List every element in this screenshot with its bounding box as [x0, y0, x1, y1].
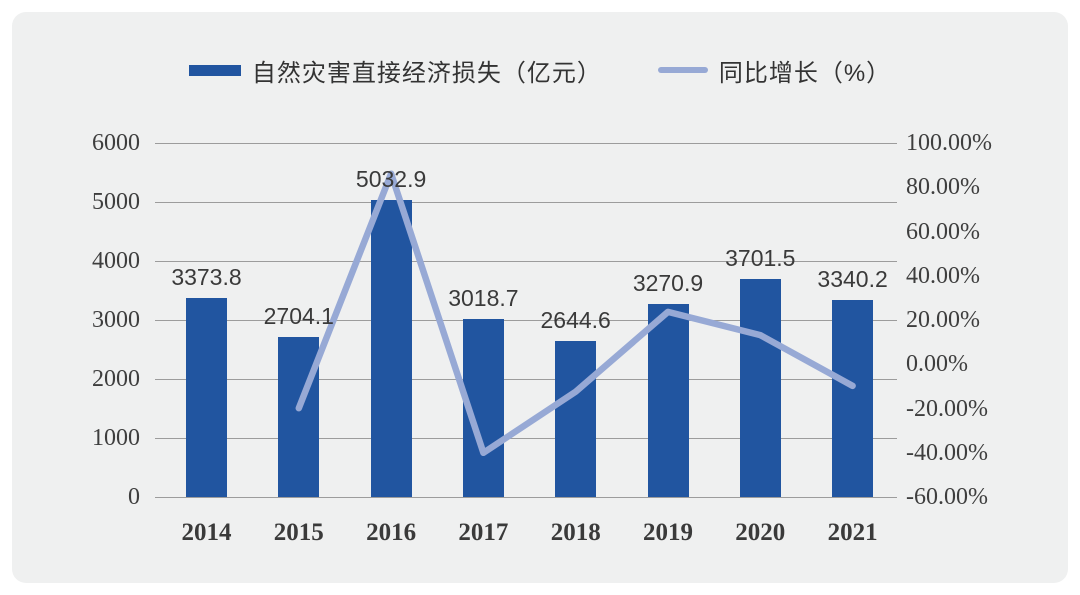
- bar-value-label: 3270.9: [632, 270, 704, 297]
- legend-item-losses: 自然灾害直接经济损失（亿元）: [188, 53, 602, 88]
- bar-value-label: 2704.1: [263, 303, 334, 330]
- gridline: [155, 437, 897, 439]
- y2-axis-tick-label: 40.00%: [906, 262, 980, 289]
- y-axis-tick-label: 1000: [92, 425, 140, 451]
- y2-axis-tick-label: -20.00%: [906, 395, 988, 422]
- bar-value-label: 3373.8: [171, 263, 242, 290]
- chart-legend: 自然灾害直接经济损失（亿元） 同比增长（%）: [0, 53, 1080, 88]
- x-axis-tick-label: 2016: [366, 519, 417, 546]
- x-axis-tick-label: 2017: [458, 519, 509, 546]
- y2-axis-tick-label: 80.00%: [906, 174, 980, 201]
- y-axis-tick-label: 0: [128, 484, 140, 510]
- y-axis-tick-label: 5000: [92, 189, 140, 215]
- bar: [555, 340, 597, 497]
- bar: [832, 299, 874, 497]
- gridline: [155, 260, 897, 262]
- legend-label-losses: 自然灾害直接经济损失（亿元）: [251, 59, 602, 87]
- x-axis-tick-label: 2020: [735, 519, 786, 546]
- gridline: [155, 378, 897, 380]
- x-axis-tick-label: 2021: [827, 519, 878, 546]
- bar-value-label: 3018.7: [448, 284, 519, 311]
- legend-item-growth: 同比增长（%）: [657, 53, 892, 88]
- gridline: [155, 201, 897, 203]
- bar: [278, 337, 320, 497]
- y2-axis-tick-label: 20.00%: [906, 307, 980, 333]
- gridline: [155, 496, 897, 498]
- bar: [647, 304, 689, 497]
- line-series-swatch-icon: [657, 67, 708, 73]
- x-axis-tick-label: 2015: [273, 519, 324, 546]
- bar-value-label: 3701.5: [725, 244, 796, 271]
- y2-axis-tick-label: 100.00%: [906, 130, 992, 156]
- x-axis-tick-label: 2014: [181, 519, 232, 546]
- bar-value-label: 2644.6: [540, 306, 611, 333]
- y-axis-tick-label: 3000: [92, 307, 140, 333]
- growth-line: [295, 170, 856, 457]
- gridline: [155, 142, 897, 144]
- y2-axis-tick-label: -40.00%: [906, 439, 988, 466]
- y2-axis-tick-label: 60.00%: [906, 218, 980, 245]
- x-axis-tick-label: 2018: [550, 519, 601, 546]
- legend-label-growth: 同比增长（%）: [718, 59, 892, 87]
- y-axis-tick-label: 2000: [92, 366, 140, 392]
- gridline: [155, 319, 897, 321]
- bar-value-label: 3340.2: [817, 265, 888, 292]
- bar: [370, 200, 412, 497]
- bar-value-label: 5032.9: [355, 166, 427, 193]
- y-axis-tick-label: 6000: [92, 130, 140, 156]
- bar: [186, 297, 227, 497]
- y2-axis-tick-label: 0.00%: [906, 351, 968, 378]
- y-axis-tick-label: 4000: [92, 248, 140, 274]
- bar: [739, 278, 781, 497]
- bar-series-swatch-icon: [188, 64, 241, 76]
- x-axis-tick-label: 2019: [643, 519, 693, 546]
- y2-axis-tick-label: -60.00%: [906, 484, 988, 510]
